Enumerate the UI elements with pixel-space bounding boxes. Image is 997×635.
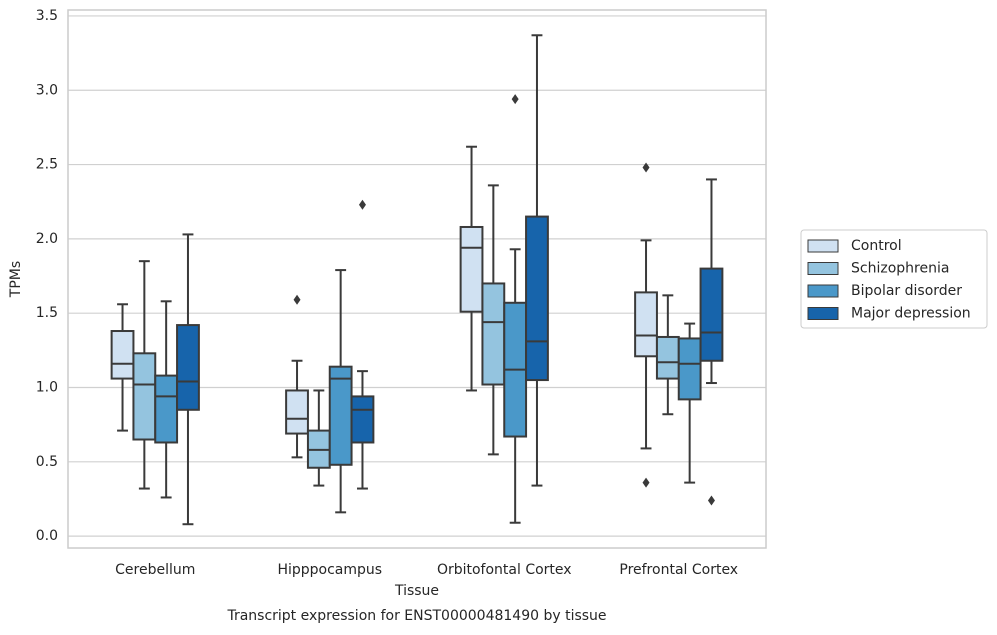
y-tick-label: 3.5 [36,8,58,24]
box [481,282,506,386]
x-tick-label: Hipppocampus [277,562,382,578]
y-tick-label: 1.5 [36,305,58,321]
box [285,389,309,435]
outlier [642,162,650,173]
y-tick-label: 0.5 [36,454,58,470]
legend-swatch [807,284,839,298]
box [699,267,724,362]
y-tick-label: 1.0 [36,379,58,395]
outlier [293,294,301,305]
plot-frame [67,9,767,549]
box [459,225,484,313]
chart-title: Transcript expression for ENST0000048149… [226,608,606,624]
y-tick-label: 0.0 [36,528,58,544]
legend-swatch [807,307,839,320]
y-tick-label: 3.0 [36,82,58,98]
legend-swatch [807,239,839,253]
box [350,395,375,444]
outlier [642,477,650,488]
box [634,291,658,358]
outlier [358,199,366,210]
legend-label: Bipolar disorder [851,283,962,299]
x-tick-label: Orbitofontal Cortex [437,562,572,578]
outlier [707,495,715,506]
box [110,330,135,380]
y-axis-label: TPMs [8,261,24,298]
x-axis-label: Tissue [394,583,439,599]
outlier [511,94,519,105]
box [655,335,680,380]
box [525,215,549,382]
box [328,365,353,466]
legend-label: Schizophrenia [851,261,949,277]
box [677,337,702,401]
x-tick-label: Prefrontal Cortex [619,562,738,578]
legend-label: Major depression [851,306,971,322]
box [176,324,200,411]
legend-label: Control [851,238,902,254]
legend-swatch [807,262,839,275]
box [132,352,157,441]
y-tick-label: 2.0 [36,231,58,247]
box [154,374,179,444]
legend-frame [800,229,988,329]
x-tick-label: Cerebellum [115,562,195,578]
y-tick-label: 2.5 [36,157,58,173]
